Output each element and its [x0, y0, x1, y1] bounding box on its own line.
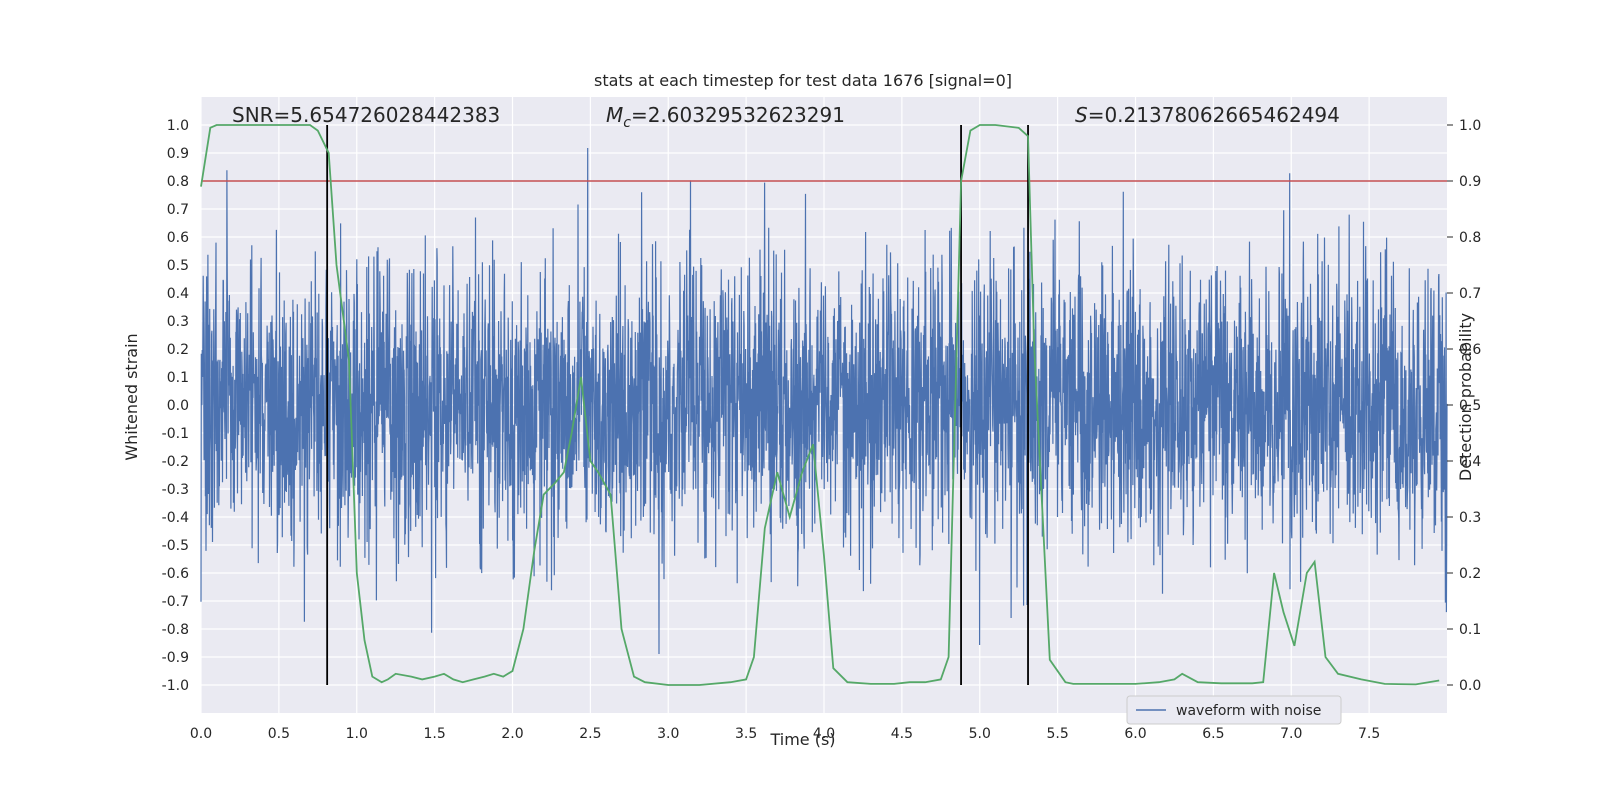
y2-tick-label: 0.9	[1459, 174, 1481, 190]
x-tick-label: 5.5	[1046, 726, 1068, 742]
y-tick-label: 0.8	[167, 174, 189, 190]
y-tick-label: -0.5	[162, 538, 189, 554]
x-tick-label: 7.5	[1358, 726, 1380, 742]
y-tick-label: 0.5	[167, 258, 189, 274]
x-tick-label: 7.0	[1280, 726, 1302, 742]
y2-axis-label: Detection probability	[1456, 313, 1475, 481]
y-axis-left: 1.0 0.9 0.8 0.7 0.6 0.5 0.4 0.3 0.2 0.1 0.0 -0.1 -0.…	[162, 118, 189, 694]
x-tick-label: 3.5	[735, 726, 757, 742]
y2-tick-label: 0.8	[1459, 230, 1481, 246]
y-tick-label: -0.6	[162, 566, 189, 582]
y2-tick-label: 0.0	[1459, 678, 1481, 694]
y-tick-label: 0.9	[167, 146, 189, 162]
y-axis-label: Whitened strain	[122, 333, 141, 460]
y2-tick-label: 0.6	[1459, 342, 1481, 358]
legend: waveform with noise	[1126, 695, 1342, 725]
y2-tick-label: 1.0	[1459, 118, 1481, 134]
series-detection-probability	[200, 124, 1440, 686]
x-axis: 0.0 0.5 1.0 1.5 2.0 2.5 3.0 3.5 4.0 4.5 5.0 5.5 6.0 6…	[190, 726, 1380, 742]
vertical-lines	[326, 125, 1029, 685]
y2-tick-label: 0.5	[1459, 398, 1481, 414]
annotation-s: S=0.21378062665462494	[1075, 103, 1340, 127]
y2-tick-label: 0.4	[1459, 454, 1481, 470]
y2-tick-label: 0.3	[1459, 510, 1481, 526]
y-axis-right: 1.0 0.9 0.8 0.7 0.6 0.5 0.4 0.3 0.2 0.1 0.0	[1447, 118, 1481, 694]
y-tick-label: -0.8	[162, 622, 189, 638]
y-tick-label: 0.3	[167, 314, 189, 330]
y-tick-label: 0.6	[167, 230, 189, 246]
y2-tick-label: 0.7	[1459, 286, 1481, 302]
x-tick-label: 6.5	[1202, 726, 1224, 742]
y2-tick-label: 0.2	[1459, 566, 1481, 582]
annotation-s-value: =0.21378062665462494	[1088, 103, 1340, 127]
x-tick-label: 0.5	[268, 726, 290, 742]
x-axis-label: Time (s)	[769, 730, 835, 749]
y-tick-label: -0.7	[162, 594, 189, 610]
y-tick-label: 0.4	[167, 286, 189, 302]
y-tick-label: -0.9	[162, 650, 189, 666]
x-tick-label: 4.5	[891, 726, 913, 742]
y-tick-label: -0.3	[162, 482, 189, 498]
x-tick-label: 6.0	[1124, 726, 1146, 742]
x-tick-label: 0.0	[190, 726, 212, 742]
x-tick-label: 3.0	[657, 726, 679, 742]
y-tick-label: -0.2	[162, 454, 189, 470]
x-tick-label: 1.0	[346, 726, 368, 742]
series-waveform-with-noise	[200, 147, 1448, 655]
y-tick-label: -1.0	[162, 678, 189, 694]
annotation-chirp-mass-value: =2.60329532623291	[631, 103, 845, 127]
y-tick-label: 0.1	[167, 370, 189, 386]
annotation-chirp-mass-symbol: M	[606, 103, 623, 127]
y-tick-label: 1.0	[167, 118, 189, 134]
x-tick-label: 5.0	[969, 726, 991, 742]
y2-tick-label: 0.1	[1459, 622, 1481, 638]
y-tick-label: 0.2	[167, 342, 189, 358]
annotation-chirp-mass: Mc=2.60329532623291	[606, 103, 845, 131]
y-tick-label: 0.7	[167, 202, 189, 218]
x-tick-label: 4.0	[813, 726, 835, 742]
annotation-snr: SNR=5.654726028442383	[232, 103, 500, 127]
chart-title: stats at each timestep for test data 167…	[594, 71, 1012, 90]
annotation-chirp-mass-sub: c	[623, 115, 631, 131]
annotation-s-symbol: S	[1075, 103, 1088, 127]
x-tick-label: 1.5	[423, 726, 445, 742]
legend-label-waveform: waveform with noise	[1176, 703, 1321, 719]
y-tick-label: 0.0	[167, 398, 189, 414]
y-tick-label: -0.1	[162, 426, 189, 442]
x-tick-label: 2.0	[501, 726, 523, 742]
x-tick-label: 2.5	[579, 726, 601, 742]
legend-box	[1126, 695, 1342, 725]
y-tick-label: -0.4	[162, 510, 189, 526]
